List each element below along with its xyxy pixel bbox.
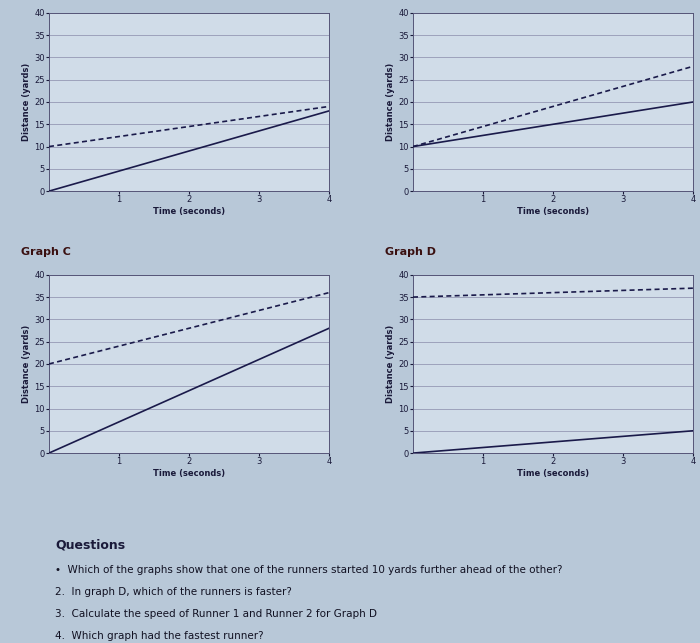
Text: Questions: Questions bbox=[55, 539, 125, 552]
X-axis label: Time (seconds): Time (seconds) bbox=[153, 207, 225, 216]
Text: Graph D: Graph D bbox=[385, 247, 436, 257]
Text: •  Which of the graphs show that one of the runners started 10 yards further ahe: • Which of the graphs show that one of t… bbox=[55, 565, 563, 575]
Text: 4.  Which graph had the fastest runner?: 4. Which graph had the fastest runner? bbox=[55, 631, 264, 640]
Y-axis label: Distance (yards): Distance (yards) bbox=[386, 325, 395, 403]
Y-axis label: Distance (yards): Distance (yards) bbox=[386, 63, 395, 141]
Y-axis label: Distance (yards): Distance (yards) bbox=[22, 63, 32, 141]
X-axis label: Time (seconds): Time (seconds) bbox=[517, 469, 589, 478]
X-axis label: Time (seconds): Time (seconds) bbox=[153, 469, 225, 478]
Text: 3.  Calculate the speed of Runner 1 and Runner 2 for Graph D: 3. Calculate the speed of Runner 1 and R… bbox=[55, 609, 377, 619]
Text: Graph C: Graph C bbox=[21, 247, 71, 257]
X-axis label: Time (seconds): Time (seconds) bbox=[517, 207, 589, 216]
Text: 2.  In graph D, which of the runners is faster?: 2. In graph D, which of the runners is f… bbox=[55, 586, 293, 597]
Y-axis label: Distance (yards): Distance (yards) bbox=[22, 325, 32, 403]
